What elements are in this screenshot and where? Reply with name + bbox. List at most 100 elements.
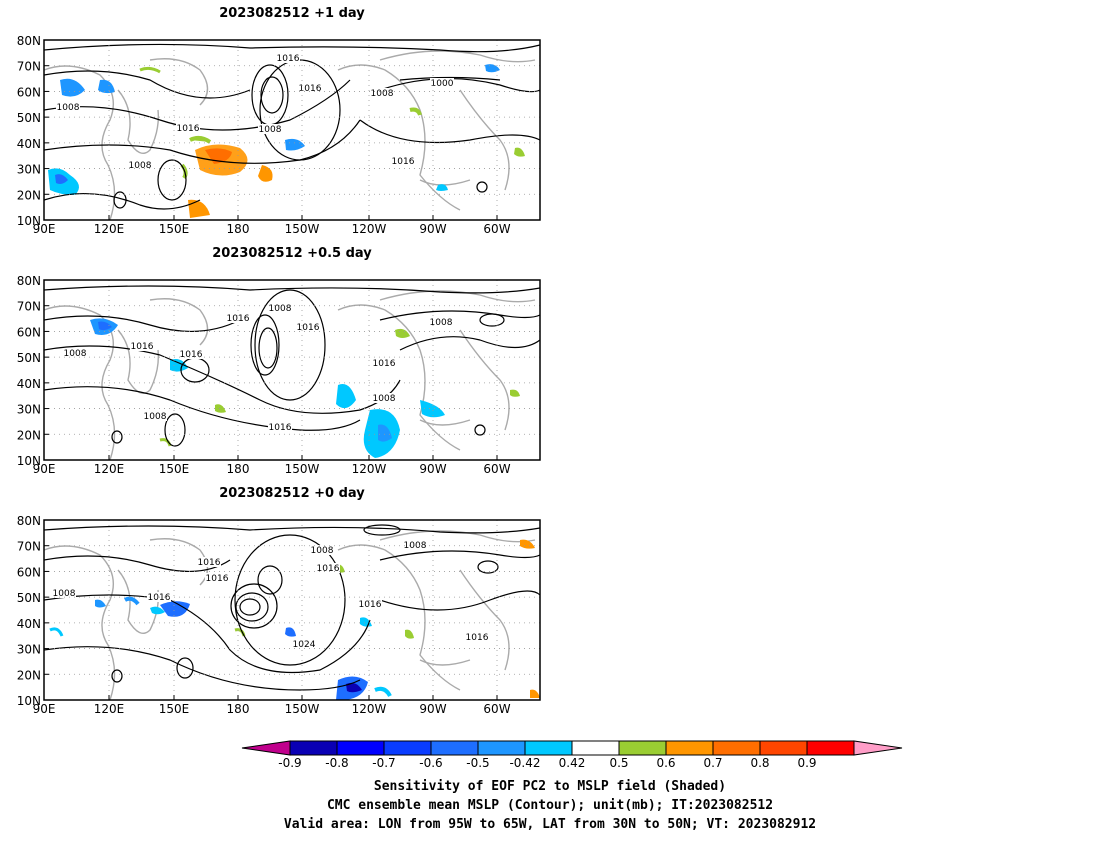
contour-label: 1008	[129, 161, 152, 171]
gridlines	[44, 40, 540, 220]
lon-tick-label: 90W	[419, 222, 446, 236]
lon-tick-label: 60W	[483, 462, 510, 476]
colorbar-tick-label: -0.6	[419, 756, 442, 770]
lon-tick-label: 120W	[352, 702, 387, 716]
caption-line-3: Valid area: LON from 95W to 65W, LAT fro…	[283, 817, 817, 832]
contour-label: 1016	[148, 593, 171, 603]
colorbar-tick-label: -0.42	[509, 756, 540, 770]
contour-label: 1008	[259, 125, 282, 135]
map-frame	[44, 40, 540, 220]
lat-tick-label: 80N	[17, 514, 41, 528]
lon-tick-label: 60W	[483, 222, 510, 236]
colorbar-swatch	[759, 740, 808, 756]
lon-tick-label: 90E	[33, 222, 56, 236]
contour-label: 1016	[206, 574, 229, 584]
contour-label: 1016	[277, 54, 300, 64]
lon-tick-label: 150W	[285, 222, 320, 236]
colorbar-swatch	[665, 740, 714, 756]
map-panel-2: 1008 1016 1016 1008 1008 1016 1016 1016 …	[17, 274, 541, 476]
lon-tick-label: 150W	[285, 702, 320, 716]
lon-tick-label: 180	[227, 222, 250, 236]
map-panel-1: 1016 1016 1000 1008 1008 1008 1016 1008 …	[17, 34, 541, 236]
contour-label: 1008	[373, 394, 396, 404]
contour-label: 1016	[373, 359, 396, 369]
lat-tick-label: 60N	[17, 325, 41, 339]
lat-tick-label: 30N	[17, 403, 41, 417]
contour-label: 1000	[431, 79, 454, 89]
lat-tick-label: 40N	[17, 617, 41, 631]
colorbar-swatch	[383, 740, 432, 756]
panel-2-title: 2023082512 +0.5 day	[212, 246, 372, 261]
colorbar-swatch	[336, 740, 385, 756]
lon-tick-label: 120W	[352, 222, 387, 236]
lon-tick-label: 120E	[94, 222, 125, 236]
contour-labels: 1016 1016 1000 1008 1008 1008 1016 1008 …	[56, 53, 454, 171]
colorbar-min-arrow	[241, 740, 291, 756]
contour-label: 1008	[371, 89, 394, 99]
colorbar-tick-label: 0.6	[656, 756, 675, 770]
lat-tick-label: 20N	[17, 188, 41, 202]
map-frame	[44, 520, 540, 700]
colorbar-swatch	[618, 740, 667, 756]
mslp-contours	[43, 524, 541, 691]
lon-tick-label: 120E	[94, 702, 125, 716]
colorbar-swatch	[712, 740, 761, 756]
colorbar-swatch	[430, 740, 479, 756]
colorbar: -0.9 -0.8 -0.7 -0.6 -0.5 -0.42 0.42 0.5 0.6 0.7 0.…	[241, 740, 903, 770]
contour-label: 1016	[297, 323, 320, 333]
contour-label: 1016	[359, 600, 382, 610]
contour-label: 1008	[404, 541, 427, 551]
colorbar-tick-label: 0.9	[797, 756, 816, 770]
map-panels: 1016 1016 1000 1008 1008 1008 1016 1008 …	[17, 34, 541, 716]
lon-tick-label: 120W	[352, 462, 387, 476]
lat-tick-label: 50N	[17, 351, 41, 365]
lat-tick-label: 50N	[17, 111, 41, 125]
lat-tick-label: 60N	[17, 565, 41, 579]
lat-tick-label: 60N	[17, 85, 41, 99]
coastlines	[43, 290, 536, 461]
contour-label: 1008	[57, 103, 80, 113]
sensitivity-shading	[90, 318, 520, 458]
caption-line-2: CMC ensemble mean MSLP (Contour); unit(m…	[326, 798, 774, 813]
colorbar-tick-label: -0.9	[278, 756, 301, 770]
lat-tick-label: 10N	[17, 214, 41, 228]
contour-labels: 1008 1016 1016 1008 1008 1016 1016 1016 …	[52, 540, 489, 650]
contour-label: 1008	[311, 546, 334, 556]
lon-tick-label: 90W	[419, 462, 446, 476]
coastlines	[43, 50, 536, 221]
colorbar-swatch	[524, 740, 573, 756]
lat-tick-label: 50N	[17, 591, 41, 605]
colorbar-tick-label: 0.7	[703, 756, 722, 770]
lat-tick-label: 80N	[17, 274, 41, 288]
contour-label: 1008	[269, 304, 292, 314]
colorbar-max-arrow	[853, 740, 903, 756]
panel-1-title: 2023082512 +1 day	[219, 6, 365, 21]
lat-tick-label: 30N	[17, 643, 41, 657]
contour-label: 1008	[430, 318, 453, 328]
contour-label: 1016	[131, 342, 154, 352]
contour-label: 1016	[317, 564, 340, 574]
mslp-contours	[43, 285, 541, 447]
lon-tick-label: 90W	[419, 702, 446, 716]
sensitivity-shading	[48, 64, 525, 218]
coastlines	[43, 530, 536, 701]
contour-label: 1008	[144, 412, 167, 422]
lat-tick-label: 20N	[17, 428, 41, 442]
lat-tick-label: 10N	[17, 694, 41, 708]
contour-label: 1016	[269, 423, 292, 433]
contour-label: 1008	[64, 349, 87, 359]
lon-tick-label: 90E	[33, 462, 56, 476]
colorbar-tick-label: -0.5	[466, 756, 489, 770]
lat-tick-label: 20N	[17, 668, 41, 682]
lon-tick-label: 90E	[33, 702, 56, 716]
lat-tick-label: 10N	[17, 454, 41, 468]
contour-label: 1008	[53, 589, 76, 599]
lon-tick-label: 60W	[483, 702, 510, 716]
colorbar-swatch	[477, 740, 526, 756]
lon-tick-label: 150E	[159, 222, 190, 236]
contour-label: 1016	[299, 84, 322, 94]
lat-tick-label: 30N	[17, 163, 41, 177]
